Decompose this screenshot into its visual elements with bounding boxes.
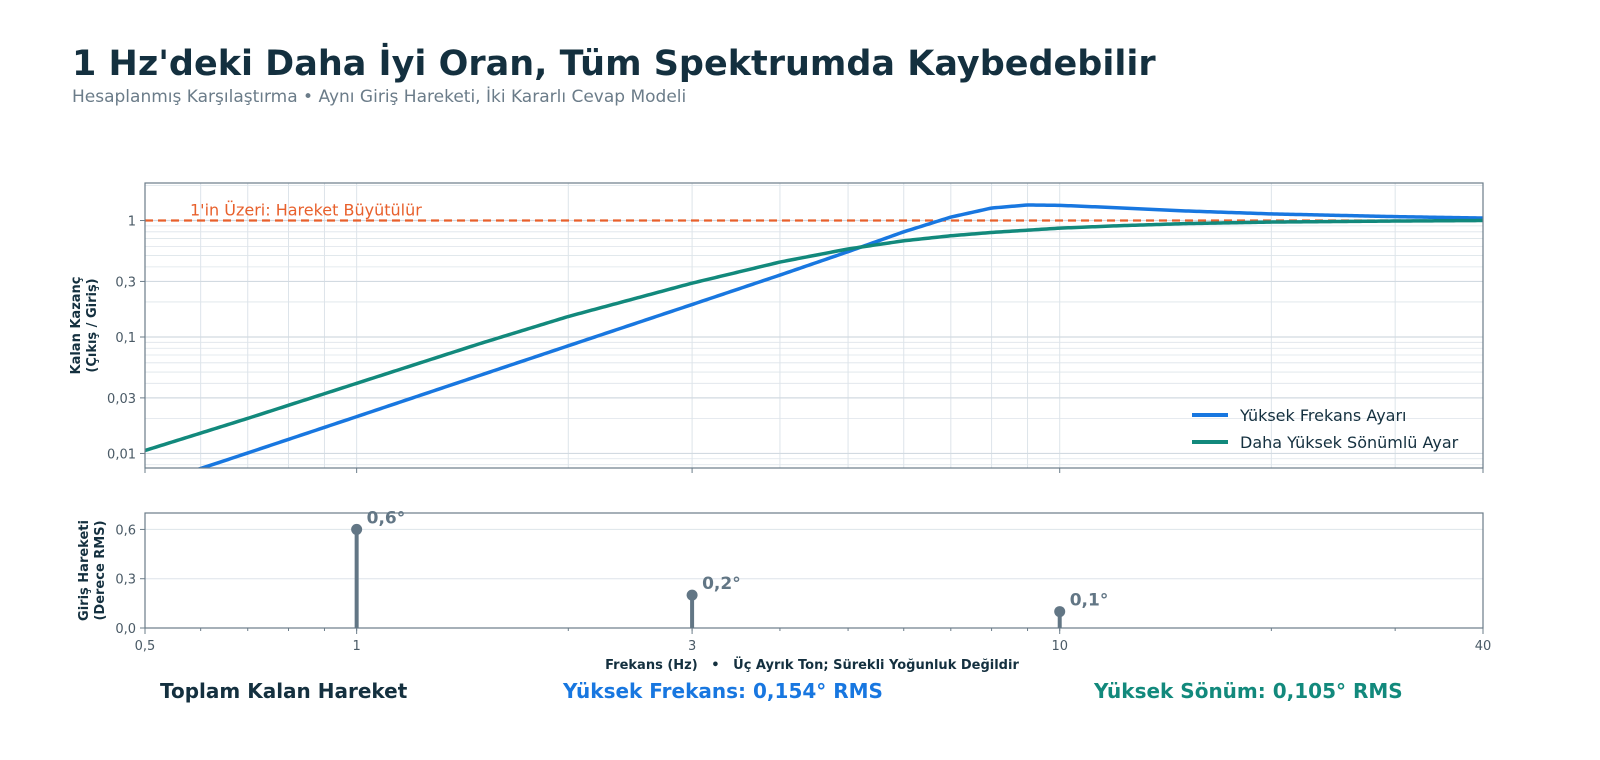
x-tick-label: 10 <box>1051 639 1068 654</box>
x-tick-label: 0,5 <box>135 639 156 654</box>
y-tick-label: 1 <box>128 215 136 230</box>
plot-frame <box>144 182 1484 469</box>
chart-title: 1 Hz'deki Daha İyi Oran, Tüm Spektrumda … <box>72 44 1156 84</box>
y-axis-label: Kalan Kazanç(Çıkış / Giriş) <box>69 276 100 374</box>
stem-marker <box>686 589 698 601</box>
y-tick-label: 0,03 <box>107 392 136 407</box>
x-axis-label: Frekans (Hz) • Üç Ayrık Ton; Sürekli Yoğ… <box>605 657 1019 673</box>
legend: Yüksek Frekans Ayarı Daha Yüksek Sönümlü … <box>1192 406 1459 452</box>
y-tick-label: 0,6 <box>115 523 136 538</box>
y-tick-label: 0,3 <box>115 573 136 588</box>
stem-value-label: 0,1° <box>1070 591 1109 611</box>
stem-marker <box>1054 606 1066 618</box>
chart-subtitle: Hesaplanmış Karşılaştırma • Aynı Giriş H… <box>72 87 687 107</box>
summary-label: Toplam Kalan Hareket <box>160 679 408 703</box>
series-line-high-damping <box>145 218 1483 453</box>
stem-marker <box>351 523 363 535</box>
stem-value-label: 0,2° <box>702 574 741 594</box>
summary-high-frequency: Yüksek Frekans: 0,154° RMS <box>563 679 883 703</box>
stem-value-label: 0,6° <box>367 508 406 528</box>
x-tick-label: 3 <box>688 639 696 654</box>
plot-frame <box>144 512 1484 629</box>
x-tick-label: 40 <box>1475 639 1492 654</box>
summary-high-damping: Yüksek Sönüm: 0,105° RMS <box>1094 679 1403 703</box>
input-motion-panel: 0,5 1 3 10 40 0,0 0,3 0,6 0,6° 0,2° 0,1° Giriş Hare… <box>77 508 1491 673</box>
y-tick-label: 0,01 <box>107 447 136 462</box>
threshold-label: 1'in Üzeri: Hareket Büyütülür <box>190 201 422 220</box>
y-tick-label: 0,3 <box>115 275 136 290</box>
gain-panel: 1'in Üzeri: Hareket Büyütülür 0,01 0,03 0,1… <box>69 182 1484 473</box>
y-tick-label: 0,1 <box>115 331 136 346</box>
y-tick-label: 0,0 <box>115 622 136 637</box>
x-tick-label: 1 <box>353 639 361 654</box>
legend-label-high-frequency: Yüksek Frekans Ayarı <box>1239 406 1407 425</box>
y-axis-label: Giriş Hareketi(Derece RMS) <box>77 520 108 621</box>
legend-label-high-damping: Daha Yüksek Sönümlü Ayar <box>1240 433 1459 452</box>
series-line-high-frequency <box>196 203 1483 468</box>
